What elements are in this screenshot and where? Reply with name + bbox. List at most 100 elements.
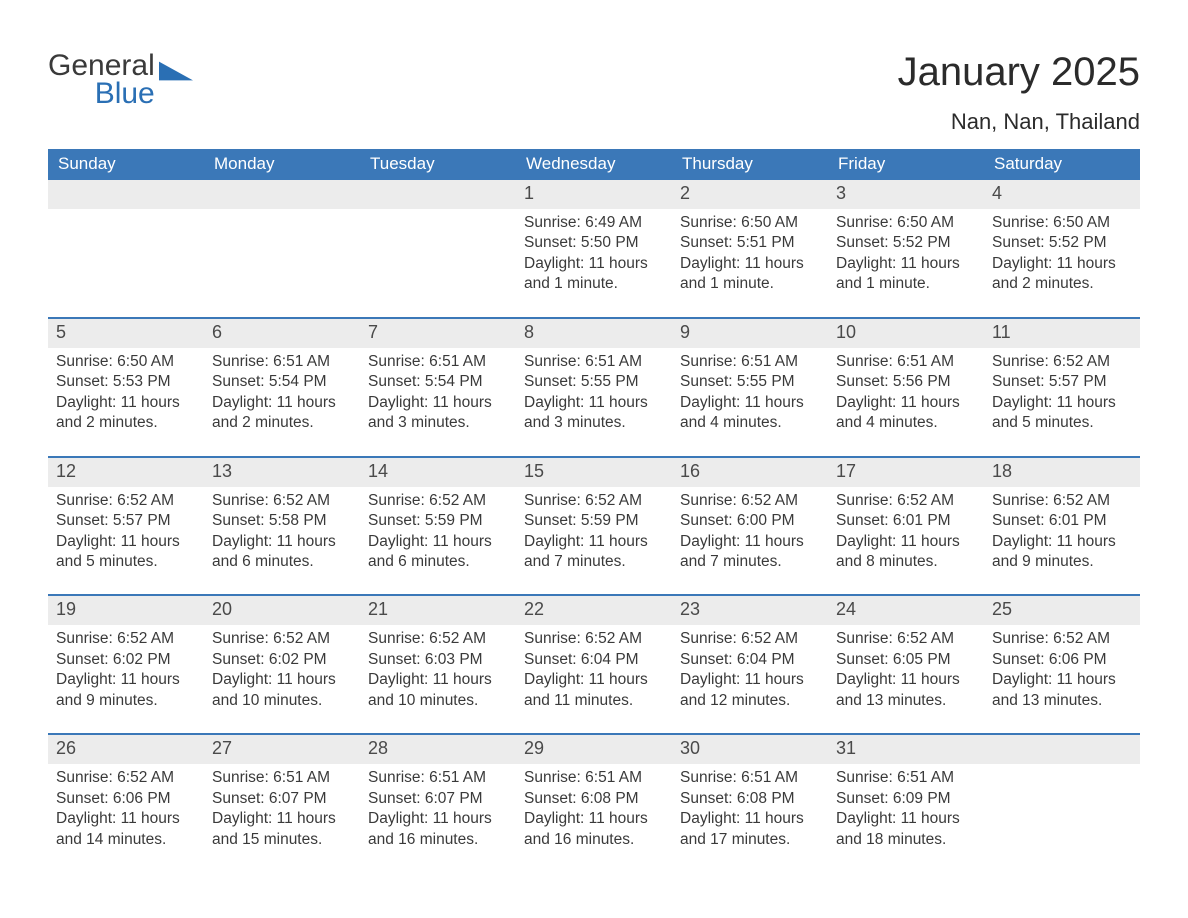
day-detail-line: Sunrise: 6:52 AM: [992, 491, 1132, 511]
day-detail-line: Sunset: 5:55 PM: [680, 372, 820, 392]
day-detail-line: Daylight: 11 hours: [56, 393, 196, 413]
day-cell: 25Sunrise: 6:52 AMSunset: 6:06 PMDayligh…: [984, 596, 1140, 711]
day-number: 19: [48, 596, 204, 625]
day-cell: 22Sunrise: 6:52 AMSunset: 6:04 PMDayligh…: [516, 596, 672, 711]
day-detail-line: Daylight: 11 hours: [836, 809, 976, 829]
day-detail-line: Sunrise: 6:52 AM: [680, 629, 820, 649]
day-number: 9: [672, 319, 828, 348]
day-details: Sunrise: 6:51 AMSunset: 6:07 PMDaylight:…: [360, 764, 516, 850]
day-detail-line: Sunset: 6:03 PM: [368, 650, 508, 670]
day-detail-line: Sunset: 5:58 PM: [212, 511, 352, 531]
day-detail-line: Sunset: 5:55 PM: [524, 372, 664, 392]
day-detail-line: Daylight: 11 hours: [524, 393, 664, 413]
day-detail-line: Sunset: 6:01 PM: [992, 511, 1132, 531]
day-cell: 27Sunrise: 6:51 AMSunset: 6:07 PMDayligh…: [204, 735, 360, 850]
day-number: [48, 180, 204, 209]
day-details: [204, 209, 360, 213]
day-cell: [48, 180, 204, 295]
day-detail-line: Daylight: 11 hours: [368, 670, 508, 690]
day-detail-line: Daylight: 11 hours: [56, 670, 196, 690]
day-number: 10: [828, 319, 984, 348]
day-detail-line: and 1 minute.: [524, 274, 664, 294]
weekday-header: Tuesday: [360, 149, 516, 180]
day-number: 14: [360, 458, 516, 487]
day-detail-line: and 14 minutes.: [56, 830, 196, 850]
day-number: 27: [204, 735, 360, 764]
day-cell: 30Sunrise: 6:51 AMSunset: 6:08 PMDayligh…: [672, 735, 828, 850]
day-cell: 20Sunrise: 6:52 AMSunset: 6:02 PMDayligh…: [204, 596, 360, 711]
day-detail-line: Sunset: 5:50 PM: [524, 233, 664, 253]
day-number: 11: [984, 319, 1140, 348]
day-details: Sunrise: 6:52 AMSunset: 5:59 PMDaylight:…: [516, 487, 672, 573]
day-detail-line: Daylight: 11 hours: [524, 809, 664, 829]
day-detail-line: Sunset: 6:06 PM: [992, 650, 1132, 670]
day-cell: 2Sunrise: 6:50 AMSunset: 5:51 PMDaylight…: [672, 180, 828, 295]
weekday-header-row: SundayMondayTuesdayWednesdayThursdayFrid…: [48, 149, 1140, 180]
brand-logo: General Blue: [48, 50, 193, 109]
day-detail-line: Daylight: 11 hours: [524, 670, 664, 690]
day-detail-line: Sunrise: 6:51 AM: [680, 352, 820, 372]
day-detail-line: Sunset: 6:02 PM: [212, 650, 352, 670]
day-cell: 13Sunrise: 6:52 AMSunset: 5:58 PMDayligh…: [204, 458, 360, 573]
day-detail-line: Sunset: 5:54 PM: [368, 372, 508, 392]
day-detail-line: Daylight: 11 hours: [524, 254, 664, 274]
day-details: Sunrise: 6:50 AMSunset: 5:53 PMDaylight:…: [48, 348, 204, 434]
day-detail-line: and 16 minutes.: [524, 830, 664, 850]
title-block: January 2025 Nan, Nan, Thailand: [898, 50, 1140, 135]
day-detail-line: Sunset: 5:57 PM: [992, 372, 1132, 392]
day-number: 21: [360, 596, 516, 625]
day-number: 28: [360, 735, 516, 764]
day-detail-line: Sunrise: 6:52 AM: [992, 629, 1132, 649]
day-number: 30: [672, 735, 828, 764]
day-number: 29: [516, 735, 672, 764]
calendar-grid: SundayMondayTuesdayWednesdayThursdayFrid…: [48, 149, 1140, 850]
day-detail-line: Sunset: 6:08 PM: [680, 789, 820, 809]
day-detail-line: Daylight: 11 hours: [368, 809, 508, 829]
day-number: 13: [204, 458, 360, 487]
brand-flag-icon: [159, 56, 193, 86]
day-detail-line: and 2 minutes.: [56, 413, 196, 433]
day-number: 8: [516, 319, 672, 348]
day-cell: [360, 180, 516, 295]
day-detail-line: and 7 minutes.: [680, 552, 820, 572]
day-details: Sunrise: 6:52 AMSunset: 5:59 PMDaylight:…: [360, 487, 516, 573]
day-detail-line: and 7 minutes.: [524, 552, 664, 572]
day-number: 17: [828, 458, 984, 487]
day-details: [48, 209, 204, 213]
day-number: 7: [360, 319, 516, 348]
day-detail-line: Sunset: 6:07 PM: [368, 789, 508, 809]
day-detail-line: Sunset: 5:51 PM: [680, 233, 820, 253]
day-details: Sunrise: 6:50 AMSunset: 5:52 PMDaylight:…: [984, 209, 1140, 295]
day-detail-line: Daylight: 11 hours: [836, 254, 976, 274]
day-details: Sunrise: 6:52 AMSunset: 5:57 PMDaylight:…: [984, 348, 1140, 434]
brand-word-2: Blue: [48, 78, 155, 110]
day-detail-line: Daylight: 11 hours: [368, 393, 508, 413]
day-detail-line: Sunrise: 6:50 AM: [56, 352, 196, 372]
day-detail-line: Sunrise: 6:51 AM: [836, 352, 976, 372]
day-detail-line: Sunrise: 6:52 AM: [524, 629, 664, 649]
day-detail-line: and 5 minutes.: [56, 552, 196, 572]
day-detail-line: and 10 minutes.: [368, 691, 508, 711]
day-detail-line: Sunrise: 6:52 AM: [836, 629, 976, 649]
day-details: Sunrise: 6:50 AMSunset: 5:52 PMDaylight:…: [828, 209, 984, 295]
day-detail-line: Sunset: 6:07 PM: [212, 789, 352, 809]
day-detail-line: and 3 minutes.: [524, 413, 664, 433]
day-cell: 18Sunrise: 6:52 AMSunset: 6:01 PMDayligh…: [984, 458, 1140, 573]
day-detail-line: Sunrise: 6:51 AM: [524, 352, 664, 372]
day-detail-line: and 4 minutes.: [680, 413, 820, 433]
day-detail-line: Sunset: 5:53 PM: [56, 372, 196, 392]
day-detail-line: and 1 minute.: [836, 274, 976, 294]
day-detail-line: Sunrise: 6:52 AM: [56, 768, 196, 788]
day-details: Sunrise: 6:51 AMSunset: 6:07 PMDaylight:…: [204, 764, 360, 850]
day-detail-line: Sunset: 5:52 PM: [836, 233, 976, 253]
day-detail-line: and 1 minute.: [680, 274, 820, 294]
day-cell: 11Sunrise: 6:52 AMSunset: 5:57 PMDayligh…: [984, 319, 1140, 434]
day-detail-line: Sunset: 5:59 PM: [368, 511, 508, 531]
day-cell: 29Sunrise: 6:51 AMSunset: 6:08 PMDayligh…: [516, 735, 672, 850]
day-cell: 9Sunrise: 6:51 AMSunset: 5:55 PMDaylight…: [672, 319, 828, 434]
day-detail-line: Daylight: 11 hours: [836, 670, 976, 690]
week-row: 1Sunrise: 6:49 AMSunset: 5:50 PMDaylight…: [48, 180, 1140, 295]
day-detail-line: and 18 minutes.: [836, 830, 976, 850]
day-details: Sunrise: 6:50 AMSunset: 5:51 PMDaylight:…: [672, 209, 828, 295]
day-cell: 4Sunrise: 6:50 AMSunset: 5:52 PMDaylight…: [984, 180, 1140, 295]
